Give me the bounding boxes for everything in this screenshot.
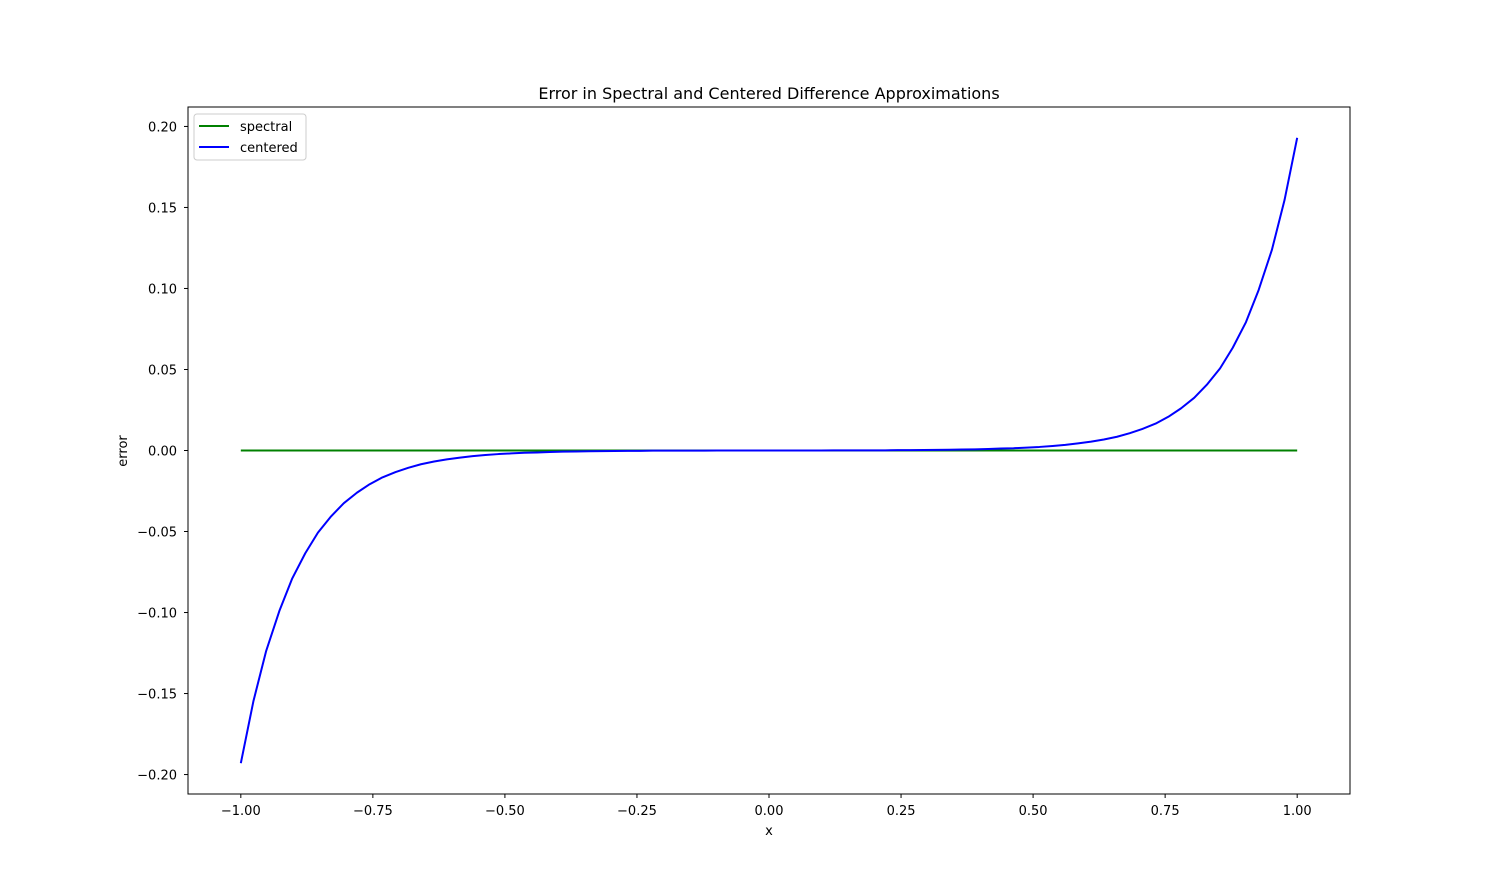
x-axis-ticks: −1.00 −0.75 −0.50 −0.25 0.00 0.25 0.50 0.75 1.00 xyxy=(221,794,1312,819)
x-tick-label: 0.00 xyxy=(755,804,784,819)
y-tick-label: −0.10 xyxy=(137,607,177,622)
y-axis-ticks: −0.20 −0.15 −0.10 −0.05 0.00 0.05 0.10 0.15 0.20 xyxy=(137,120,188,784)
y-tick-label: −0.20 xyxy=(137,769,177,784)
y-tick-label: −0.15 xyxy=(137,688,177,703)
y-tick-label: 0.00 xyxy=(148,445,177,460)
legend-label-centered: centered xyxy=(240,141,298,156)
y-tick-label: 0.20 xyxy=(148,120,177,135)
y-tick-label: 0.15 xyxy=(148,201,177,216)
x-tick-label: 0.50 xyxy=(1019,804,1048,819)
x-tick-label: −0.75 xyxy=(353,804,393,819)
x-tick-label: −0.25 xyxy=(617,804,657,819)
x-tick-label: 0.25 xyxy=(887,804,916,819)
x-tick-label: −0.50 xyxy=(485,804,525,819)
y-tick-label: 0.05 xyxy=(148,363,177,378)
chart-title: Error in Spectral and Centered Differenc… xyxy=(538,84,999,103)
y-tick-label: −0.05 xyxy=(137,526,177,541)
series-lines xyxy=(239,137,1299,764)
x-axis-label: x xyxy=(765,824,773,839)
series-line-centered xyxy=(239,137,1299,764)
y-tick-label: 0.10 xyxy=(148,282,177,297)
x-tick-label: 1.00 xyxy=(1283,804,1312,819)
plot-area xyxy=(187,106,1351,795)
y-axis-label: error xyxy=(116,435,131,467)
x-tick-label: 0.75 xyxy=(1151,804,1180,819)
legend-label-spectral: spectral xyxy=(240,120,292,135)
legend: spectral centered xyxy=(193,113,307,161)
x-tick-label: −1.00 xyxy=(221,804,261,819)
